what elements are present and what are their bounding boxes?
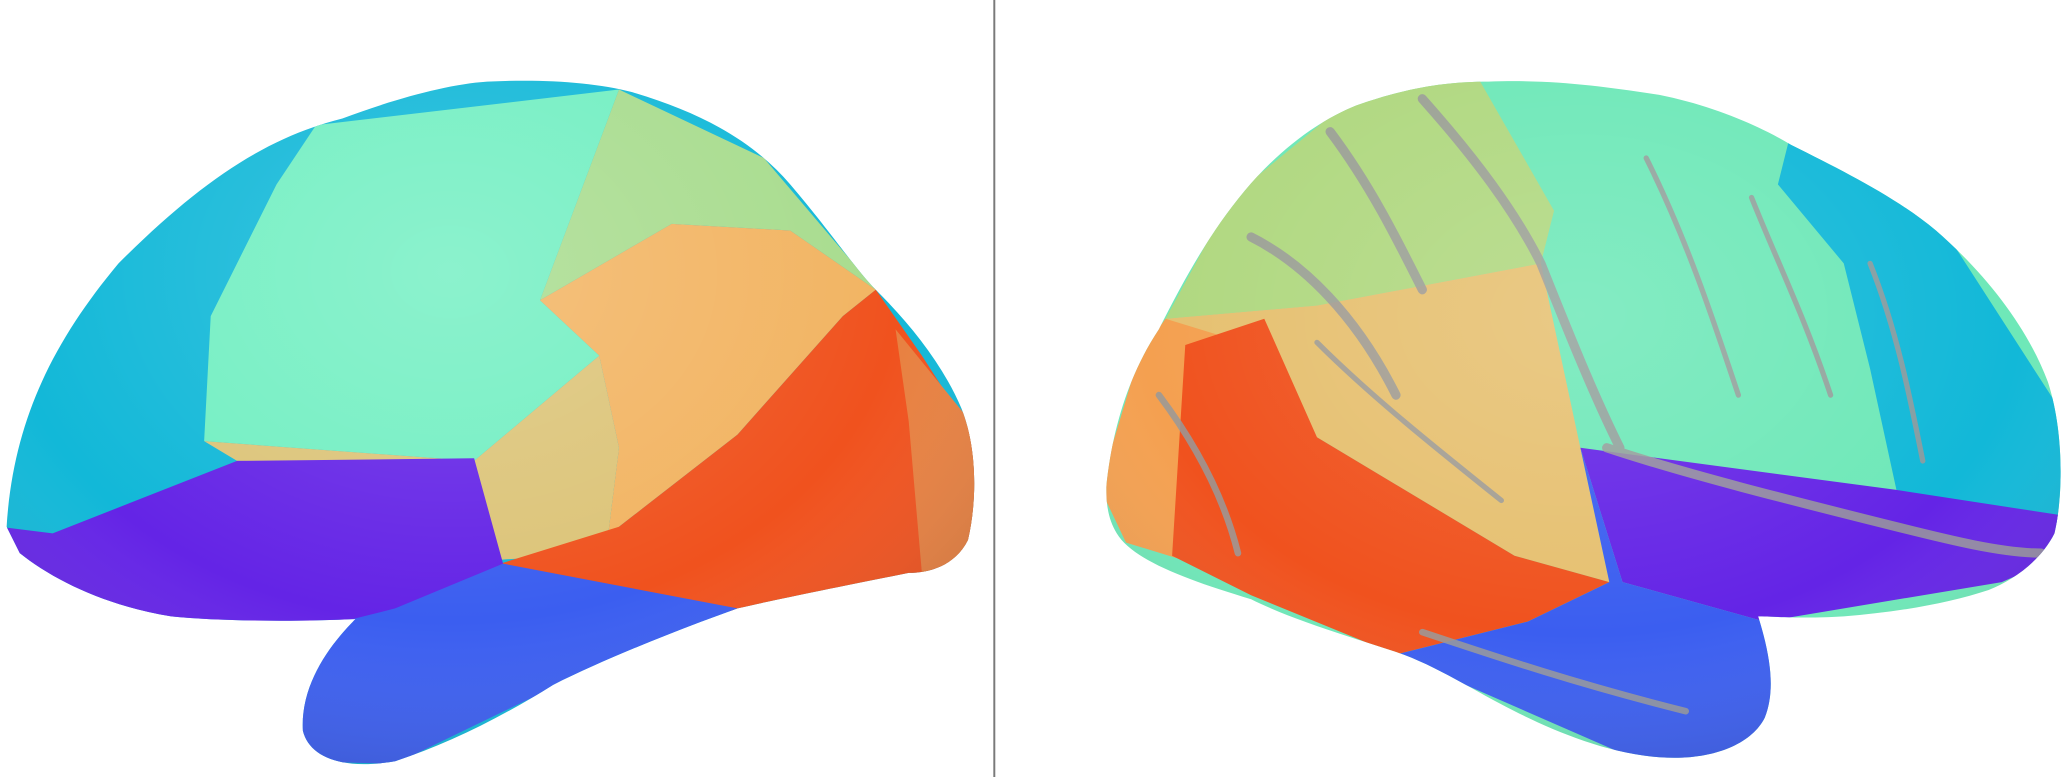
right-hemisphere bbox=[1106, 81, 2061, 758]
shading bbox=[1106, 81, 2061, 758]
shading bbox=[6, 80, 975, 765]
left-hemisphere bbox=[6, 80, 975, 765]
